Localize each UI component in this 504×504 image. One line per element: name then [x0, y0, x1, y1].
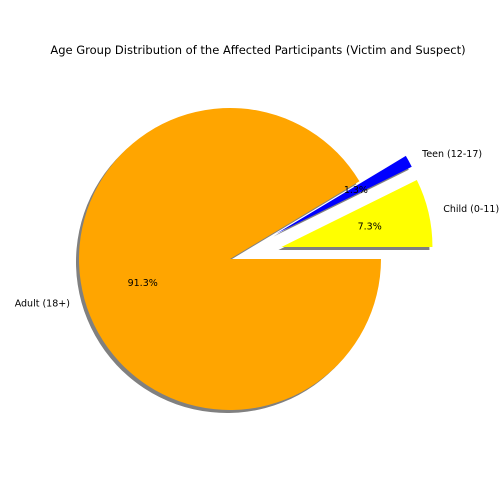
pct-adult: 91.3%: [128, 278, 158, 289]
slice-teen: [276, 155, 412, 234]
slice-child: [281, 180, 433, 247]
slice-adult: [79, 107, 381, 410]
pct-child: 7.3%: [358, 221, 382, 232]
label-child: Child (0-11): [443, 204, 499, 215]
slice-labels: Child (0-11) 7.3% Teen (12-17) 1.3% Adult (1…: [15, 149, 499, 309]
chart-title: Age Group Distribution of the Affected P…: [50, 43, 465, 57]
pie-slices: [79, 107, 433, 410]
label-teen: Teen (12-17): [421, 149, 482, 160]
pct-teen: 1.3%: [344, 185, 368, 196]
label-adult: Adult (18+): [15, 298, 70, 309]
